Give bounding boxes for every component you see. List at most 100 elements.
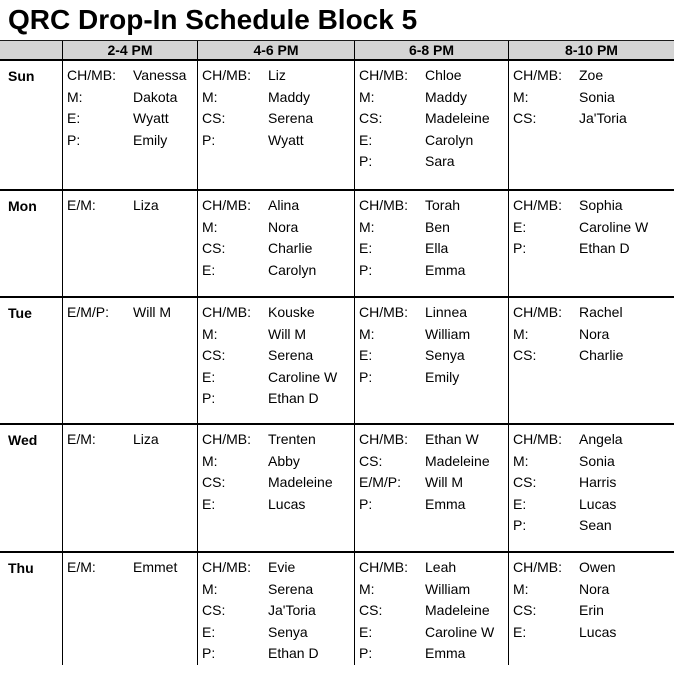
schedule-entry: CH/MB: Kouske bbox=[202, 302, 354, 324]
schedule-cell: CH/MB: Trenten M: Abby CS: Madeleine E: Lucas bbox=[197, 425, 354, 551]
schedule-entry: P: Emily bbox=[67, 130, 197, 152]
person-name: Charlie bbox=[579, 347, 624, 363]
schedule-entry: CH/MB: Linnea bbox=[359, 302, 508, 324]
schedule-cell: CH/MB: Liz M: Maddy CS: Serena P: Wyatt bbox=[197, 61, 354, 189]
person-name: Emily bbox=[133, 131, 168, 148]
role-label: CS: bbox=[513, 110, 537, 126]
role-label: P: bbox=[67, 131, 81, 148]
role-label: M: bbox=[513, 452, 529, 469]
person-name: Kouske bbox=[268, 304, 315, 320]
schedule-table: 2-4 PM 4-6 PM 6-8 PM 8-10 PM Sun CH/MB: Vanes… bbox=[0, 40, 674, 665]
role-label: CS: bbox=[202, 347, 226, 363]
role-label: M: bbox=[359, 325, 375, 342]
day-label: Sun bbox=[8, 68, 35, 84]
schedule-entry: CS: Ja'Toria bbox=[513, 108, 674, 130]
person-name: Carolyn bbox=[425, 131, 474, 148]
person-name: Zoe bbox=[579, 67, 604, 83]
role-label: E: bbox=[359, 131, 373, 148]
role-label: CH/MB: bbox=[202, 304, 251, 320]
person-name: Will M bbox=[425, 474, 464, 490]
person-name: Emma bbox=[425, 645, 466, 661]
role-label: E: bbox=[202, 368, 216, 385]
person-name: Ethan D bbox=[268, 390, 319, 406]
person-name: Emily bbox=[425, 368, 460, 385]
person-name: Harris bbox=[579, 474, 617, 490]
page-title: QRC Drop-In Schedule Block 5 bbox=[8, 4, 418, 35]
schedule-entry: E: Senya bbox=[202, 622, 354, 644]
person-name: Linnea bbox=[425, 304, 468, 320]
schedule-cell: E/M: Emmet bbox=[62, 553, 197, 665]
role-label: M: bbox=[513, 580, 529, 597]
schedule-cell: E/M/P: Will M bbox=[62, 298, 197, 423]
role-label: CH/MB: bbox=[359, 67, 408, 83]
role-label: E: bbox=[513, 623, 527, 640]
time-header: 4-6 PM bbox=[197, 41, 354, 59]
schedule-cell: CH/MB: Owen M: Nora CS: Erin E: Lucas bbox=[508, 553, 674, 665]
schedule-entry: CH/MB: Owen bbox=[513, 557, 674, 579]
person-name: Senya bbox=[425, 347, 465, 363]
person-name: Lucas bbox=[579, 495, 617, 512]
schedule-cell: E/M: Liza bbox=[62, 191, 197, 296]
role-label: P: bbox=[513, 240, 527, 256]
role-label: CH/MB: bbox=[202, 559, 251, 575]
role-label: P: bbox=[202, 645, 216, 661]
schedule-entry: E: Carolyn bbox=[359, 130, 508, 152]
day-column-header bbox=[0, 41, 62, 59]
person-name: Liz bbox=[268, 67, 286, 83]
schedule-entry: M: Sonia bbox=[513, 87, 674, 109]
table-row: Sun CH/MB: Vanessa M: Dakota E: Wyatt P: Emily CH… bbox=[0, 61, 674, 191]
schedule-entry: CH/MB: Rachel bbox=[513, 302, 674, 324]
person-name: Sonia bbox=[579, 88, 615, 105]
schedule-entry: M: Nora bbox=[513, 579, 674, 601]
person-name: Madeleine bbox=[268, 474, 333, 490]
person-name: Ethan W bbox=[425, 431, 479, 447]
table-row: Thu E/M: Emmet CH/MB: Evie M: Serena CS: Ja'Tori… bbox=[0, 553, 674, 665]
schedule-entry: E: Carolyn bbox=[202, 260, 354, 282]
schedule-entry: CH/MB: Angela bbox=[513, 429, 674, 451]
schedule-entry: E: Caroline W bbox=[202, 367, 354, 389]
role-label: E/M/P: bbox=[359, 474, 402, 490]
person-name: Maddy bbox=[268, 88, 311, 105]
day-label: Tue bbox=[8, 305, 32, 321]
schedule-entry: E: Lucas bbox=[202, 494, 354, 516]
person-name: William bbox=[425, 580, 471, 597]
time-header: 8-10 PM bbox=[508, 41, 674, 59]
schedule-entry: CH/MB: Liz bbox=[202, 65, 354, 87]
role-label: P: bbox=[359, 645, 373, 661]
person-name: Caroline W bbox=[268, 368, 338, 385]
schedule-entry: CH/MB: Zoe bbox=[513, 65, 674, 87]
role-label: E: bbox=[359, 623, 373, 640]
role-label: E: bbox=[513, 495, 527, 512]
role-label: M: bbox=[513, 88, 529, 105]
time-header-row: 2-4 PM 4-6 PM 6-8 PM 8-10 PM bbox=[0, 40, 674, 61]
person-name: Torah bbox=[425, 197, 461, 213]
role-label: CH/MB: bbox=[202, 197, 251, 213]
role-label: P: bbox=[202, 131, 216, 148]
person-name: Dakota bbox=[133, 88, 178, 105]
person-name: Owen bbox=[579, 559, 616, 575]
schedule-entry: M: Nora bbox=[513, 324, 674, 346]
role-label: CS: bbox=[513, 602, 537, 618]
schedule-cell: CH/MB: Chloe M: Maddy CS: Madeleine E: Carolyn P… bbox=[354, 61, 508, 189]
person-name: Sara bbox=[425, 153, 455, 169]
person-name: Trenten bbox=[268, 431, 316, 447]
schedule-entry: M: Abby bbox=[202, 451, 354, 473]
schedule-entry: CH/MB: Vanessa bbox=[67, 65, 197, 87]
schedule-entry: CS: Madeleine bbox=[359, 600, 508, 622]
schedule-entry: M: Maddy bbox=[202, 87, 354, 109]
role-label: CS: bbox=[359, 452, 383, 469]
role-label: M: bbox=[67, 88, 83, 105]
table-row: Tue E/M/P: Will M CH/MB: Kouske M: Will M CS: Se… bbox=[0, 298, 674, 425]
role-label: M: bbox=[359, 88, 375, 105]
role-label: P: bbox=[359, 153, 373, 169]
role-label: M: bbox=[202, 88, 218, 105]
schedule-entry: E/M/P: Will M bbox=[67, 302, 197, 324]
time-header: 2-4 PM bbox=[62, 41, 197, 59]
person-name: Erin bbox=[579, 602, 604, 618]
person-name: Serena bbox=[268, 110, 314, 126]
role-label: CH/MB: bbox=[202, 431, 251, 447]
schedule-cell: E/M: Liza bbox=[62, 425, 197, 551]
role-label: P: bbox=[359, 495, 373, 512]
role-label: E: bbox=[67, 110, 81, 126]
role-label: M: bbox=[513, 325, 529, 342]
